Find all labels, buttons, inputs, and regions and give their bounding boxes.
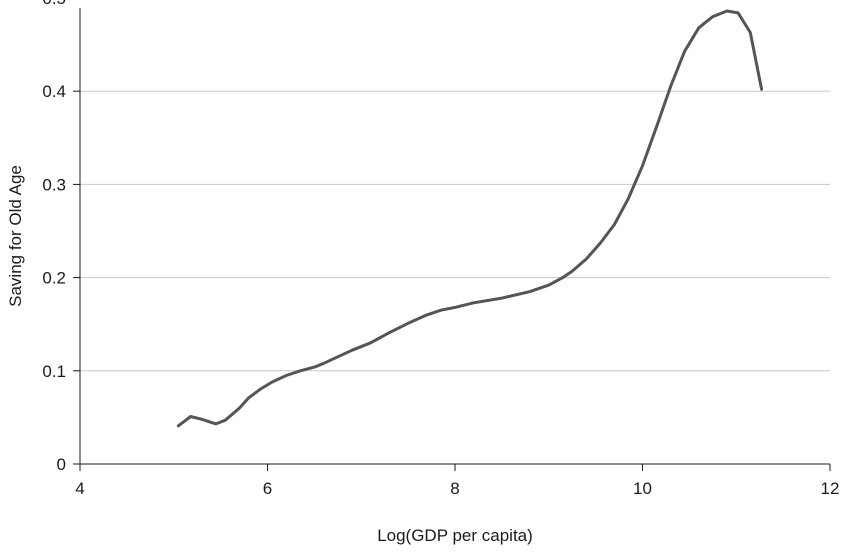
series-line [176,9,764,428]
y-tick-label: 0.1 [42,362,66,381]
x-axis-title: Log(GDP per capita) [377,526,533,545]
y-tick-label: 0.5 [42,0,66,8]
x-tick-label: 12 [821,479,840,498]
y-tick-label: 0.4 [42,82,66,101]
x-tick-label: 10 [633,479,652,498]
x-tick-label: 4 [75,479,84,498]
y-tick-label: 0.2 [42,269,66,288]
y-axis-ticks: 0 0.1 0.2 0.3 0.4 0.5 [42,0,80,474]
y-axis-title: Saving for Old Age [6,165,25,307]
gridlines [80,90,830,372]
y-tick-label: 0.3 [42,175,66,194]
x-axis-ticks: 4 6 8 10 12 [75,464,839,498]
x-tick-label: 6 [263,479,272,498]
y-tick-label: 0 [57,455,66,474]
x-tick-label: 8 [450,479,459,498]
